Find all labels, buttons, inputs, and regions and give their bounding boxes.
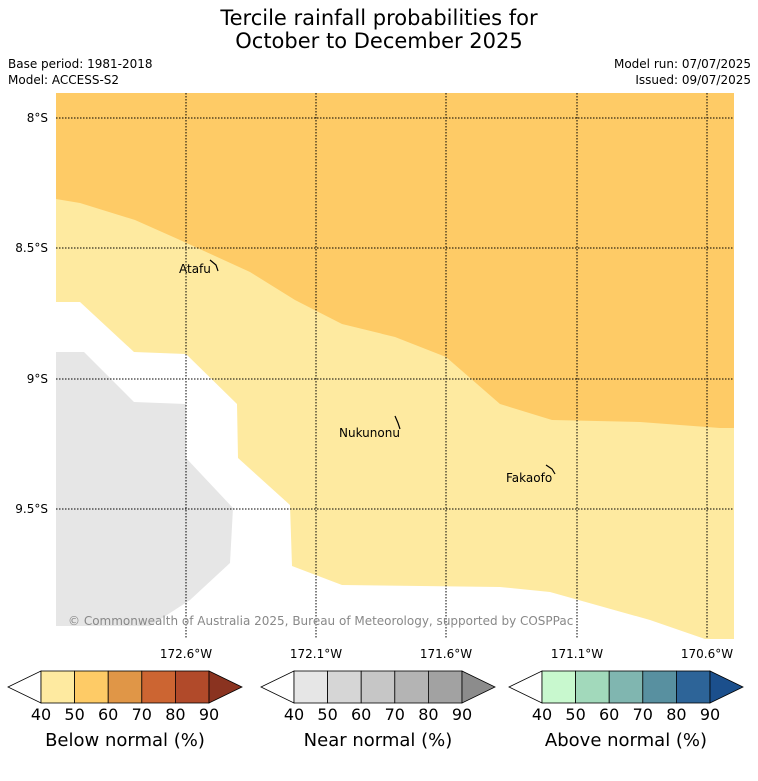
colorbar-above-normal-tick-label: 70 <box>632 705 653 724</box>
lat-label-8-5s: 8.5°S <box>15 241 48 255</box>
colorbar-near-normal-tick-label: 60 <box>351 705 372 724</box>
map-title-line1: Tercile rainfall probabilities for <box>220 6 538 30</box>
colorbar-near-normal-tick-label: 90 <box>451 705 473 724</box>
fakaofo-island-shape <box>545 464 556 475</box>
colorbar-above-normal-swatch <box>608 670 644 704</box>
colorbar-below-normal-tick-label: 80 <box>165 705 186 724</box>
colorbar-below-normal-swatch <box>74 670 109 704</box>
colorbar-near-normal <box>260 670 496 704</box>
lon-label-172-6w: 172.6°W <box>159 647 213 661</box>
lat-label-9s: 9°S <box>26 372 48 386</box>
colorbar-below-normal-swatch <box>40 670 75 704</box>
colorbar-near-normal-swatch <box>427 670 463 704</box>
colorbar-below-normal-arrow-low <box>7 670 42 704</box>
below-normal-50-60-region <box>56 93 734 428</box>
colorbar-below-normal-tick-label: 50 <box>64 705 85 724</box>
colorbar-above-normal-arrow-low <box>508 670 543 704</box>
colorbar-below-normal-tick-label: 70 <box>131 705 152 724</box>
colorbar-below-normal-arrow-high <box>208 670 243 704</box>
colorbar-below-normal-swatch <box>141 670 176 704</box>
colorbar-above-normal-tick-label: 80 <box>666 705 687 724</box>
issued-date: Issued: 09/07/2025 <box>635 73 751 87</box>
colorbar-above-normal-swatch <box>676 670 711 704</box>
colorbar-below-normal-tick-label: 90 <box>198 705 220 724</box>
colorbar-below-normal-swatch <box>174 670 210 704</box>
colorbar-near-normal-swatch <box>394 670 429 704</box>
colorbar-below-normal-tick-label: 40 <box>30 705 52 724</box>
lon-label-171-1w: 171.1°W <box>550 647 604 661</box>
colorbar-above-normal-arrow-high <box>709 670 744 704</box>
colorbar-near-normal-tick-label: 50 <box>317 705 338 724</box>
lon-label-171-6w: 171.6°W <box>419 647 473 661</box>
lon-label-170-6w: 170.6°W <box>680 647 734 661</box>
lon-label-172-1w: 172.1°W <box>289 647 343 661</box>
colorbar-above-normal-tick-label: 90 <box>699 705 721 724</box>
colorbar-near-normal-tick-label: 80 <box>418 705 439 724</box>
copyright-notice: © Commonwealth of Australia 2025, Bureau… <box>68 614 574 628</box>
colorbar-below-normal <box>7 670 243 704</box>
colorbar-near-normal-swatch <box>327 670 362 704</box>
no-data-region <box>56 352 233 626</box>
colorbar-above-normal-tick-label: 60 <box>599 705 620 724</box>
lat-label-9-5s: 9.5°S <box>15 502 48 516</box>
place-label-nukunonu: Nukunonu <box>339 426 400 440</box>
base-period: Base period: 1981-2018 <box>8 57 153 71</box>
colorbar-title-near-normal: Near normal (%) <box>303 730 453 751</box>
model-run: Model run: 07/07/2025 <box>613 57 751 71</box>
colorbar-above-normal-swatch <box>642 670 677 704</box>
colorbar-near-normal-swatch <box>293 670 328 704</box>
nukunonu-island-shape <box>394 415 401 430</box>
colorbar-near-normal-swatch <box>360 670 396 704</box>
colorbar-below-normal-tick-label: 60 <box>98 705 119 724</box>
model-name: Model: ACCESS-S2 <box>8 73 120 87</box>
colorbar-near-normal-arrow-high <box>461 670 496 704</box>
place-label-fakaofo: Fakaofo <box>506 471 553 485</box>
colorbar-below-normal-swatch <box>107 670 143 704</box>
colorbar-above-normal-swatch <box>575 670 610 704</box>
colorbar-near-normal-tick-label: 70 <box>384 705 405 724</box>
place-label-atafu: Atafu <box>179 262 211 276</box>
lat-label-8s: 8°S <box>26 111 48 125</box>
colorbar-above-normal <box>508 670 744 704</box>
map-title-line2: October to December 2025 <box>235 29 523 53</box>
atafu-island-shape <box>209 259 219 272</box>
colorbar-above-normal-tick-label: 40 <box>531 705 553 724</box>
graticule <box>56 93 734 639</box>
colorbar-above-normal-tick-label: 50 <box>565 705 586 724</box>
map-area <box>56 93 734 639</box>
colorbar-above-normal-swatch <box>541 670 576 704</box>
colorbar-title-below-normal: Below normal (%) <box>45 730 205 751</box>
colorbar-title-above-normal: Above normal (%) <box>544 730 708 751</box>
colorbar-near-normal-tick-label: 40 <box>283 705 305 724</box>
colorbar-near-normal-arrow-low <box>260 670 295 704</box>
